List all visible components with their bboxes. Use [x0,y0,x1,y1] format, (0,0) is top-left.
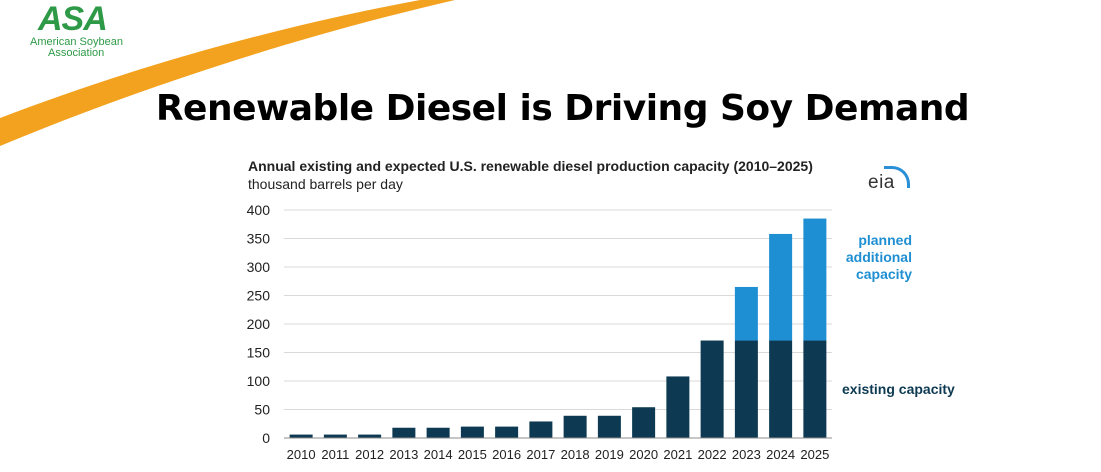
bar-existing [563,415,587,438]
legend-existing-capacity: existing capacity [842,381,955,397]
x-tick-label: 2017 [526,447,555,462]
bar-existing [803,340,827,438]
x-tick-label: 2025 [800,447,829,462]
asa-logo-line2: Association [48,47,105,59]
x-tick-label: 2022 [698,447,727,462]
bar-existing [529,421,553,438]
y-tick-label: 400 [247,202,271,218]
bar-existing [769,340,793,438]
bar-existing [289,434,313,438]
bar-existing [666,376,690,438]
chart-title: Annual existing and expected U.S. renewa… [248,158,813,174]
bar-existing [392,427,416,438]
chart-subtitle: thousand barrels per day [248,176,403,192]
slide-title: Renewable Diesel is Driving Soy Demand [155,88,970,129]
asa-logo: ASA American Soybean Association [30,2,142,62]
bar-planned [803,218,827,341]
x-tick-label: 2015 [458,447,487,462]
y-tick-label: 350 [247,231,271,247]
x-tick-label: 2019 [595,447,624,462]
bar-existing [734,340,758,438]
asa-logo-mark: ASA [38,0,108,38]
x-tick-label: 2021 [663,447,692,462]
y-tick-label: 300 [247,259,271,275]
y-tick-label: 200 [247,316,271,332]
bar-existing [323,434,347,438]
bar-planned [769,233,793,341]
x-tick-label: 2018 [561,447,590,462]
x-tick-label: 2014 [424,447,453,462]
bar-existing [632,407,656,438]
bar-existing [495,426,519,438]
bar-existing [426,427,450,438]
y-tick-label: 250 [247,288,271,304]
y-tick-label: 50 [254,402,270,418]
x-tick-label: 2011 [321,447,349,462]
x-tick-label: 2023 [732,447,761,462]
bar-existing [700,340,724,438]
eia-logo-arc-icon [884,166,910,188]
asa-logo-line1: American Soybean [30,36,123,48]
bar-existing [597,415,621,438]
bar-existing [460,426,484,438]
y-tick-label: 150 [247,345,271,361]
eia-logo: eia [868,172,895,193]
x-tick-label: 2020 [629,447,658,462]
y-tick-label: 100 [247,373,271,389]
x-tick-label: 2024 [766,447,795,462]
x-tick-label: 2016 [492,447,521,462]
bar-planned [734,286,758,341]
x-tick-label: 2012 [355,447,384,462]
x-tick-label: 2013 [389,447,418,462]
legend-planned-capacity: planned additional capacity [845,232,912,282]
x-tick-label: 2010 [287,447,316,462]
y-tick-label: 0 [262,430,270,446]
bar-existing [358,434,382,438]
